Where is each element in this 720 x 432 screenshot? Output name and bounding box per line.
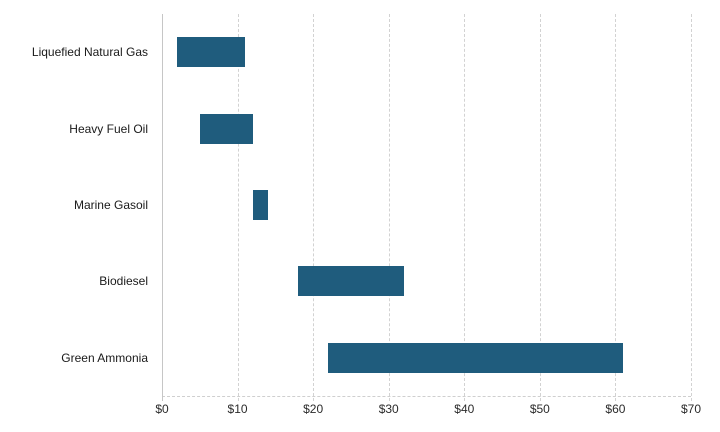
range-bar-heavy-fuel-oil	[199, 113, 253, 144]
y-axis-labels: Liquefied Natural Gas Heavy Fuel Oil Marin…	[0, 14, 148, 396]
range-bar-marine-gasoil	[252, 190, 268, 220]
range-bar-green-ammonia	[328, 342, 623, 373]
axis-zero-line	[162, 14, 163, 401]
x-tick-label: $40	[454, 402, 475, 416]
x-tick-label: $70	[680, 402, 702, 416]
category-label: Liquefied Natural Gas	[31, 45, 148, 60]
gridline	[464, 14, 466, 401]
x-tick-label: $60	[605, 402, 626, 416]
range-bar-biodiesel	[298, 266, 404, 297]
category-label: Heavy Fuel Oil	[69, 121, 148, 136]
gridline	[691, 14, 692, 401]
gridline	[313, 14, 315, 401]
gridline	[388, 14, 390, 401]
x-tick-label: $50	[529, 402, 550, 416]
plot-area	[162, 14, 692, 401]
x-tick-label: $30	[378, 402, 399, 416]
gridline	[237, 14, 239, 401]
gridline	[615, 14, 617, 401]
category-label: Marine Gasoil	[73, 198, 148, 212]
x-tick-label: $0	[155, 402, 169, 416]
category-label: Biodiesel	[99, 274, 148, 289]
range-bar-liquefied-natural-gas	[177, 37, 246, 68]
x-tick-label: $10	[227, 402, 248, 416]
gridline	[539, 14, 541, 401]
category-label: Green Ammonia	[61, 350, 148, 365]
x-axis-labels: $0 $10 $20 $30 $40 $50 $60 $70	[155, 402, 701, 418]
x-tick-label: $20	[303, 402, 324, 416]
